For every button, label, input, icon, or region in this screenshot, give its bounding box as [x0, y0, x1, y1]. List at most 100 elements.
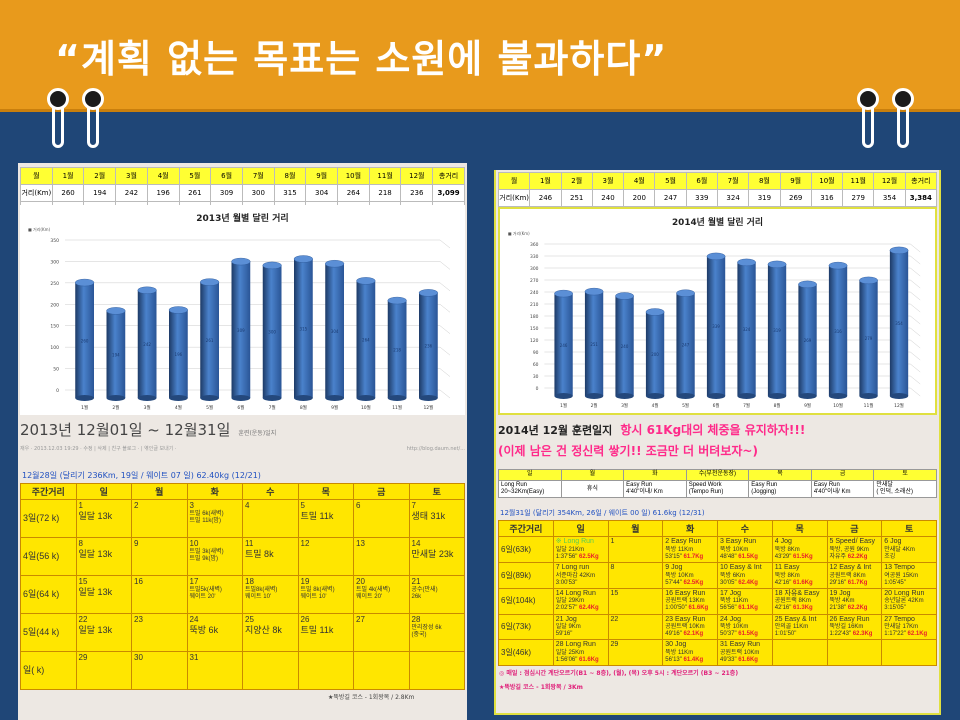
- day-entry: 안의골 11Km: [774, 624, 809, 631]
- daily-note: ◎ 매일 : 점심시간 계단오르기(B1 ~ 8층), (월), (목) 오후 …: [499, 670, 739, 678]
- calendar-day: 20 Long Run 송년달론 42Km 3:15'05": [881, 587, 937, 615]
- day-number: 2: [134, 501, 139, 510]
- y-tick-label: 250: [50, 281, 59, 287]
- day-title: 27 Tempo: [884, 615, 915, 623]
- distance-cell: 3,099: [432, 184, 465, 202]
- chart-2013: 2013년 월별 달린 거리 ■ 거리(Km) 0 50 100 150 200 250 300…: [20, 205, 465, 415]
- day-number: 12: [300, 539, 310, 548]
- day-title: 21 Jog: [555, 615, 577, 623]
- day-result: 56'13" 61.4Kg: [665, 657, 715, 664]
- data-label: 242: [143, 342, 151, 347]
- chart-title: 2013년 월별 달린 거리: [196, 212, 288, 224]
- bar-10월: [828, 265, 848, 396]
- calendar-day: 24 뚝방 6k: [186, 613, 243, 652]
- day-title: 16 Easy Run: [665, 589, 706, 597]
- bar-8월: [294, 259, 313, 398]
- post-meta: 재우 · 2013.12.03 19:29 · 수정 | 삭제 | 친구 블로그…: [20, 446, 177, 452]
- data-label: 300: [268, 330, 276, 335]
- distance-cell: 246: [529, 189, 562, 207]
- chart-2014: 2014년 월별 달린 거리 ■ 거리(Km) 0 30 60 90 120 150 180 21…: [498, 207, 937, 415]
- day-number: 19: [300, 577, 310, 586]
- run-time: 1:17'22": [884, 631, 908, 638]
- calendar-day: 9: [131, 537, 188, 576]
- x-tick-label: 12월: [423, 404, 433, 411]
- weekly-distance: 6일(63k): [498, 536, 554, 564]
- month-header: 12월: [873, 172, 906, 190]
- bar-5월: [676, 293, 695, 396]
- month-header: 10월: [810, 172, 844, 190]
- bar-top: [262, 261, 282, 270]
- data-label: 251: [590, 342, 598, 347]
- calendar-day: 13 Tempo 여공원 15Km 1:05'45": [881, 562, 937, 589]
- bar-top: [767, 260, 787, 269]
- run-time: 1:22'43": [829, 631, 853, 638]
- calendar-day: 2 Easy Run 뚝방 11Km 53'15" 61.7Kg: [662, 536, 718, 564]
- bar-7월: [262, 265, 282, 398]
- x-tick-label: 9월: [804, 402, 811, 409]
- day-entry: 송년달론 42Km: [884, 598, 924, 605]
- weekly-distance: 3일(72 k): [20, 499, 77, 538]
- monthly-table-2014: 월 1월 2월 3월 4월 5월 6월 7월 8월 9월 10월 11월 12월 총거리 거리(Km) 246…: [497, 172, 938, 211]
- post-title: 2014년 12월 훈련일지: [498, 424, 613, 437]
- calendar-day: 30 Jog 뚝방 11Km 56'13" 61.4Kg: [662, 639, 718, 667]
- bar-top: [676, 289, 695, 297]
- post-url[interactable]: http://blog.daum.net/...: [406, 446, 465, 452]
- distance-cell: 316: [810, 189, 844, 207]
- day-entry: 뚝방 6Km: [720, 572, 746, 579]
- day-title: 22: [610, 615, 619, 623]
- data-label: 236: [425, 343, 433, 348]
- plan-cell: Speed Work (Tempo Run): [685, 479, 750, 499]
- calendar-week: 4일(56 k) 8 일달 13k 9 10 트밀 3k(새벽) 트밀 9k(밤) 11 트밀 …: [20, 537, 465, 576]
- day-number: 11: [245, 539, 254, 548]
- day-number: 29: [78, 653, 88, 662]
- data-label: 247: [682, 343, 690, 348]
- bar-7월: [737, 262, 756, 396]
- y-tick-label: 200: [50, 302, 59, 308]
- data-label: 240: [621, 344, 629, 349]
- calendar-day: 5 트밀 11k: [297, 499, 354, 538]
- post-title: 2013년 12월01일 ~ 12월31일: [20, 421, 231, 439]
- day-number: 17: [189, 577, 199, 586]
- month-header: 2월: [83, 167, 117, 185]
- data-label: 218: [393, 347, 401, 352]
- post-category-link[interactable]: 훈련(운동)일지: [238, 430, 277, 437]
- calendar-day: 13: [353, 537, 410, 576]
- plan-line: Easy Run: [626, 482, 653, 488]
- day-entry: 조깅: [884, 553, 896, 560]
- day-entry: 3:00'53": [555, 579, 578, 586]
- day-entry: 뚝방 11Km: [665, 649, 694, 656]
- bar-top: [168, 306, 188, 314]
- bar-top: [137, 286, 157, 294]
- plan-cell: Easy Run (Jogging): [748, 479, 812, 499]
- data-label: 324: [743, 327, 751, 332]
- calendar-day: 10 Easy & Int 뚝방 6Km 30'05" 62.4Kg: [717, 562, 773, 589]
- body-weight: 62.5Kg: [683, 579, 704, 586]
- calendar-day: 12: [297, 537, 354, 576]
- calendar-day: ※ Long Run 일달 21Km 1:37'56" 62.5Kg: [552, 536, 609, 564]
- body-weight: 61.7Kg: [683, 553, 704, 560]
- calendar-day: [881, 639, 937, 667]
- calendar-week: 6일(73k) 21 Jog 일달 9Km 59'16" 22 23 Easy Run 공원…: [498, 613, 937, 641]
- calendar-day: 3 Easy Run 뚝방 10Km 48'48" 61.5Kg: [717, 536, 773, 564]
- gridline: [910, 351, 921, 361]
- body-weight: 62.1Kg: [907, 631, 928, 638]
- gridline: [439, 304, 451, 313]
- day-title: 15: [610, 589, 619, 597]
- day-result: 30'05" 62.4Kg: [720, 580, 770, 587]
- run-time: 56'56": [720, 605, 739, 612]
- run-time: 30'05": [720, 579, 739, 586]
- plan-cell: Easy Run 4'40"이내/ Km: [810, 479, 875, 499]
- plan-line: ( 인덕, 소래산): [876, 489, 913, 496]
- day-entry: 일달 9Km: [555, 624, 581, 631]
- day-title: 26 Easy Run: [829, 615, 870, 623]
- day-number: 21: [411, 577, 421, 586]
- day-number: 8: [78, 539, 83, 548]
- data-label: 339: [712, 324, 720, 329]
- bar-base: [798, 393, 817, 399]
- bar-base: [554, 393, 573, 399]
- bar-top: [737, 258, 756, 267]
- run-time: 53'15": [665, 553, 684, 560]
- x-tick-label: 9월: [331, 404, 338, 411]
- x-tick-label: 4월: [175, 404, 182, 411]
- binder-ring-icon: [857, 88, 879, 150]
